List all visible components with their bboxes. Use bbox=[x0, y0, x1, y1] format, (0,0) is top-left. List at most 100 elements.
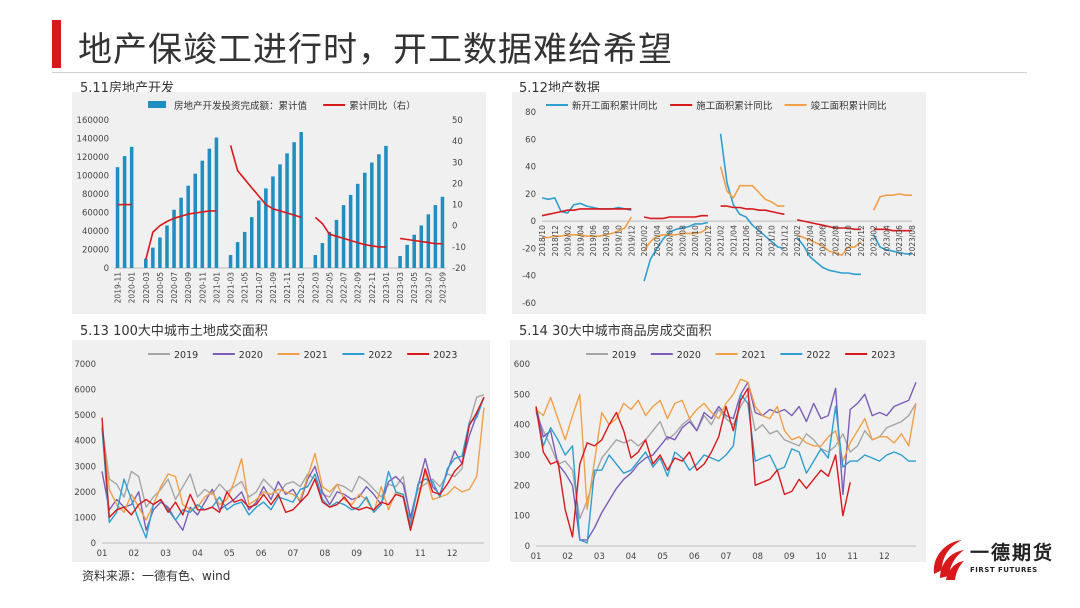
c3-x-tick-label: 06 bbox=[256, 549, 267, 559]
c4-y-tick-label: 600 bbox=[514, 360, 530, 370]
c1-bar bbox=[186, 185, 190, 268]
c1-right-tick-label: 30 bbox=[452, 158, 463, 168]
c1-legend-label-1: 累计同比（右） bbox=[349, 100, 416, 112]
c2-x-tick-label: 2021/02 bbox=[717, 225, 726, 256]
c3-x-tick-label: 11 bbox=[415, 549, 426, 559]
c2-x-tick-label: 2019/08 bbox=[602, 225, 611, 256]
c1-bar bbox=[412, 234, 416, 268]
c3-legend-label-2: 2021 bbox=[304, 350, 328, 361]
c1-bar bbox=[257, 200, 261, 268]
c2-line-0-segment-4 bbox=[872, 234, 912, 255]
c1-right-tick-label: 50 bbox=[452, 116, 463, 126]
company-logo: 一德期货 FIRST FUTURES bbox=[928, 528, 1063, 594]
c4-x-tick-label: 11 bbox=[847, 552, 858, 562]
c2-x-tick-label: 2023/02 bbox=[870, 225, 879, 256]
c2-x-tick-label: 2020/02 bbox=[640, 225, 649, 256]
page-title: 地产保竣工进行时，开工数据难给希望 bbox=[78, 30, 673, 70]
c1-x-tick-label: 2021-01 bbox=[212, 272, 221, 304]
c2-x-tick-label: 2018/10 bbox=[538, 225, 547, 256]
c3-y-tick-label: 6000 bbox=[74, 386, 96, 396]
c4-line-2023-segment-0 bbox=[535, 387, 851, 538]
c4-x-tick-label: 09 bbox=[784, 552, 795, 562]
chart-c4-svg: 0 100 200 300 400 500 600 01 02 03 04 05 06 07 08 09 10 1… bbox=[514, 350, 917, 562]
c4-x-tick-label: 10 bbox=[816, 552, 827, 562]
c1-legend-label-0: 房地产开发投资完成额：累计值 bbox=[174, 100, 308, 112]
c2-x-tick-label: 2022/02 bbox=[793, 225, 802, 256]
c2-y-tick-label: 60 bbox=[525, 135, 536, 145]
c3-x-tick-label: 12 bbox=[447, 549, 458, 559]
c2-line-0-segment-0 bbox=[541, 197, 632, 214]
c1-bar bbox=[278, 164, 282, 268]
c1-bar bbox=[264, 188, 268, 268]
c1-left-tick-label: 140000 bbox=[77, 135, 109, 145]
c1-right-tick-label: 10 bbox=[452, 201, 463, 211]
c1-right-tick-label: -20 bbox=[452, 264, 466, 274]
c4-legend-label-0: 2019 bbox=[612, 350, 636, 361]
c2-x-tick-label: 2020/06 bbox=[666, 225, 675, 256]
c1-right-tick-label: 20 bbox=[452, 179, 463, 189]
c2-x-tick-label: 2021/04 bbox=[729, 225, 738, 256]
c1-bar bbox=[370, 162, 374, 268]
c4-x-tick-label: 07 bbox=[721, 552, 732, 562]
c4-line-2020-segment-0 bbox=[535, 381, 917, 541]
c1-bar bbox=[151, 247, 155, 268]
c1-bar bbox=[242, 231, 247, 268]
c3-y-tick-label: 2000 bbox=[74, 488, 96, 498]
c1-left-tick-label: 60000 bbox=[82, 209, 109, 219]
c4-legend-label-2: 2021 bbox=[742, 350, 766, 361]
c3-x-tick-label: 03 bbox=[160, 549, 171, 559]
c1-bar bbox=[207, 148, 212, 268]
c1-right-tick-label: 40 bbox=[452, 137, 463, 147]
c1-bar bbox=[235, 242, 240, 268]
c2-line-1-segment-0 bbox=[541, 208, 632, 217]
c4-x-tick-label: 02 bbox=[562, 552, 573, 562]
c1-x-tick-label: 2023-07 bbox=[424, 272, 433, 304]
c4-x-tick-label: 05 bbox=[657, 552, 668, 562]
c3-line-2023-segment-0 bbox=[101, 396, 485, 531]
c1-left-tick-label: 20000 bbox=[82, 246, 109, 256]
c1-x-tick-label: 2023-05 bbox=[410, 272, 419, 304]
c2-line-0-segment-2 bbox=[719, 133, 785, 250]
c3-x-tick-label: 01 bbox=[97, 549, 108, 559]
c1-x-tick-label: 2022-09 bbox=[354, 272, 363, 304]
c1-bar bbox=[165, 225, 169, 268]
c1-bar bbox=[144, 258, 148, 268]
c1-bar bbox=[129, 146, 134, 268]
c3-x-tick-label: 04 bbox=[192, 549, 203, 559]
c2-y-tick-label: -20 bbox=[522, 244, 536, 254]
c1-x-tick-label: 2022-01 bbox=[297, 272, 306, 304]
c1-bar bbox=[440, 196, 445, 268]
c1-bar bbox=[228, 255, 233, 268]
c4-line-2019-segment-0 bbox=[535, 393, 917, 520]
c2-x-tick-label: 2023/04 bbox=[882, 225, 891, 256]
c1-bar bbox=[384, 145, 388, 268]
c1-bar bbox=[433, 205, 438, 268]
c4-x-tick-label: 06 bbox=[689, 552, 700, 562]
c2-line-2-segment-2 bbox=[719, 166, 785, 207]
c1-bar bbox=[341, 205, 346, 268]
c2-y-tick-label: 20 bbox=[525, 190, 536, 200]
c2-x-tick-label: 2019/04 bbox=[576, 225, 585, 256]
source-note: 资料来源：一德有色、wind bbox=[82, 569, 231, 583]
c3-y-tick-label: 4000 bbox=[74, 437, 96, 447]
chart-c3-svg: 0 1000 2000 3000 4000 5000 6000 7000 01 02 03 04 05 0… bbox=[74, 350, 485, 559]
c1-right-tick-label: -10 bbox=[452, 243, 466, 253]
c2-x-tick-label: 2019/02 bbox=[564, 225, 573, 256]
c4-legend-label-4: 2023 bbox=[871, 350, 895, 361]
chart-panel-c1: 0 20000 40000 60000 80000 100000 120000 140000 1… bbox=[72, 92, 486, 314]
logo-name-en: FIRST FUTURES bbox=[970, 566, 1038, 574]
c1-left-tick-label: 40000 bbox=[82, 227, 109, 237]
c1-x-tick-label: 2019-11 bbox=[114, 272, 123, 304]
c4-x-tick-label: 04 bbox=[626, 552, 637, 562]
c1-x-tick-label: 2021-07 bbox=[255, 272, 264, 304]
c1-x-tick-label: 2021-09 bbox=[269, 272, 278, 304]
c3-y-tick-label: 1000 bbox=[74, 513, 96, 523]
c1-bar bbox=[313, 255, 318, 268]
c1-x-tick-label: 2020-07 bbox=[170, 272, 179, 304]
c4-y-tick-label: 300 bbox=[514, 451, 530, 461]
c2-x-tick-label: 2021/08 bbox=[755, 225, 764, 256]
c2-x-tick-label: 2018/12 bbox=[551, 225, 560, 256]
c3-y-tick-label: 7000 bbox=[74, 360, 96, 370]
c2-line-2-segment-3 bbox=[796, 234, 862, 257]
c2-line-1-segment-1 bbox=[643, 214, 708, 220]
